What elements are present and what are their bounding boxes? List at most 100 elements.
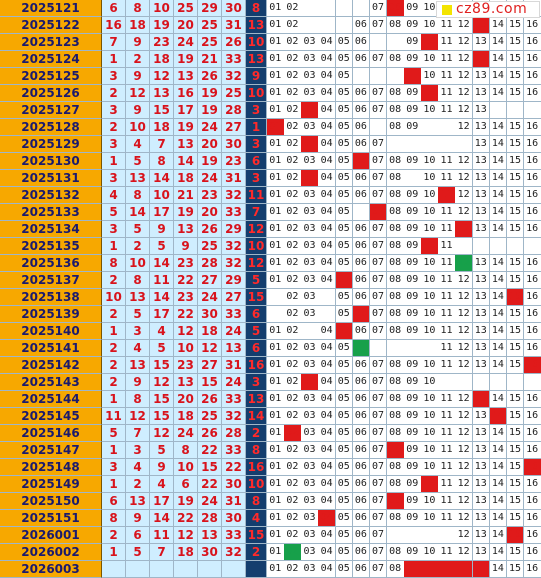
blue-trend-cell: 08 (386, 510, 405, 527)
issue-number: 2025123 (0, 34, 102, 51)
blue-trend-cell: 10 (421, 306, 439, 323)
blue-trend-cell (523, 238, 541, 255)
blue-trend-cell: 05 (335, 442, 354, 459)
red-ball-3: 9 (150, 221, 174, 238)
blue-trend-cell: 05 (335, 493, 354, 510)
blue-trend-cell: 11 (438, 340, 456, 357)
red-ball-4: 19 (174, 493, 198, 510)
red-ball-2: 9 (126, 510, 150, 527)
blue-trend-cell: 12 (455, 289, 473, 306)
issue-number: 2025134 (0, 221, 102, 238)
blue-trend-cell: 10 (421, 289, 439, 306)
blue-hit-mark: 05 (335, 323, 354, 340)
table-row: 2025134 3 5 9 13 26 29 12 01 02 03 04 05 06 07 08 09 10 11… (0, 221, 541, 238)
red-ball-3: 10 (150, 187, 174, 204)
blue-ball (246, 561, 267, 578)
red-ball-1: 3 (102, 221, 126, 238)
blue-trend-cell: 06 (352, 476, 371, 493)
red-ball-6: 31 (222, 17, 246, 34)
blue-trend-cell: 05 (335, 187, 354, 204)
blue-trend-cell: 07 (369, 187, 388, 204)
red-ball-6: 29 (222, 272, 246, 289)
red-ball-1: 2 (102, 85, 126, 102)
blue-trend-cell: 01 (267, 255, 285, 272)
blue-trend-cell: 03 (301, 238, 319, 255)
blue-trend-cell: 04 (318, 442, 336, 459)
blue-trend-cell: 06 (352, 544, 371, 561)
red-ball-2: 9 (126, 68, 150, 85)
blue-ball: 14 (246, 408, 267, 425)
red-ball-5: 24 (198, 119, 222, 136)
blue-trend-cell: 13 (472, 289, 491, 306)
blue-trend-cell: 10 (421, 170, 439, 187)
blue-trend-cell: 08 (386, 357, 405, 374)
blue-trend-cell: 01 (267, 357, 285, 374)
blue-trend-cell: 05 (335, 102, 354, 119)
issue-number: 2025128 (0, 119, 102, 136)
blue-trend-cell: 03 (301, 527, 319, 544)
blue-trend-cell: 08 (386, 408, 405, 425)
blue-trend-cell: 06 (352, 238, 371, 255)
red-ball-6: 29 (222, 221, 246, 238)
blue-trend-cell (335, 0, 354, 17)
blue-trend-cell: 04 (318, 408, 336, 425)
red-ball-2: 13 (126, 357, 150, 374)
table-row: 2025127 3 9 15 17 19 28 3 01 02 03 04 05 06 07 08 09 10 11… (0, 102, 541, 119)
red-ball-1: 3 (102, 68, 126, 85)
blue-trend-cell: 04 (318, 255, 336, 272)
blue-trend-cell: 08 (386, 51, 405, 68)
blue-ball: 13 (246, 51, 267, 68)
blue-trend-cell: 03 (301, 459, 319, 476)
blue-trend-cell: 02 (284, 340, 302, 357)
blue-trend-cell: 10 (421, 408, 439, 425)
blue-trend-cell (438, 136, 456, 153)
table-row: 2026001 2 6 11 12 13 33 15 01 02 03 04 05 06 07 12 13 14 1… (0, 527, 541, 544)
blue-trend-cell: 14 (489, 17, 508, 34)
red-ball-4: 22 (174, 306, 198, 323)
table-row: 2026002 1 5 7 18 30 32 2 01 02 03 04 05 06 07 08 09 10 11 1… (0, 544, 541, 561)
blue-trend-cell: 16 (523, 391, 541, 408)
red-ball-4 (174, 561, 198, 578)
blue-trend-cell: 03 (301, 51, 319, 68)
blue-trend-cell: 02 (284, 170, 302, 187)
blue-trend-cell: 11 (438, 425, 456, 442)
blue-trend-cell: 08 (386, 544, 405, 561)
red-ball-4: 10 (174, 459, 198, 476)
issue-number: 2026003 (0, 561, 102, 578)
blue-trend-cell: 06 (352, 357, 371, 374)
blue-trend-cell: 11 (438, 493, 456, 510)
blue-trend-cell: 16 (523, 170, 541, 187)
blue-trend-cell: 07 (369, 170, 388, 187)
blue-trend-cell: 14 (489, 493, 508, 510)
table-row: 2025136 8 10 14 23 28 32 12 01 02 03 04 05 06 07 08 09 10… (0, 255, 541, 272)
blue-hit-mark: 03 (301, 136, 319, 153)
blue-trend-cell: 01 (267, 170, 285, 187)
blue-trend-cell: 13 (472, 221, 491, 238)
blue-trend-cell: 09 (404, 34, 422, 51)
blue-trend-cell: 14 (489, 459, 508, 476)
blue-trend-cell: 15 (506, 306, 525, 323)
blue-trend-cell: 15 (506, 391, 525, 408)
blue-trend-cell: 04 (318, 85, 336, 102)
blue-trend-cell: 01 (267, 17, 285, 34)
issue-number: 2025139 (0, 306, 102, 323)
blue-trend-cell: 12 (455, 442, 473, 459)
red-ball-2: 5 (126, 544, 150, 561)
blue-trend-cell (455, 136, 473, 153)
blue-trend-cell: 14 (489, 34, 508, 51)
blue-trend-cell: 08 (386, 187, 405, 204)
blue-trend-cell (335, 17, 354, 34)
blue-trend-cell: 04 (318, 136, 336, 153)
red-ball-6: 22 (222, 459, 246, 476)
blue-trend-cell: 16 (523, 68, 541, 85)
blue-trend-cell: 05 (335, 289, 354, 306)
red-ball-5: 15 (198, 459, 222, 476)
blue-trend-cell: 03 (301, 476, 319, 493)
red-ball-1: 11 (102, 408, 126, 425)
blue-trend-cell: 01 (267, 459, 285, 476)
blue-trend-cell: 08 (386, 102, 405, 119)
blue-trend-cell: 03 (301, 561, 319, 578)
red-ball-1: 6 (102, 493, 126, 510)
blue-trend-cell: 10 (421, 102, 439, 119)
blue-ball: 3 (246, 136, 267, 153)
